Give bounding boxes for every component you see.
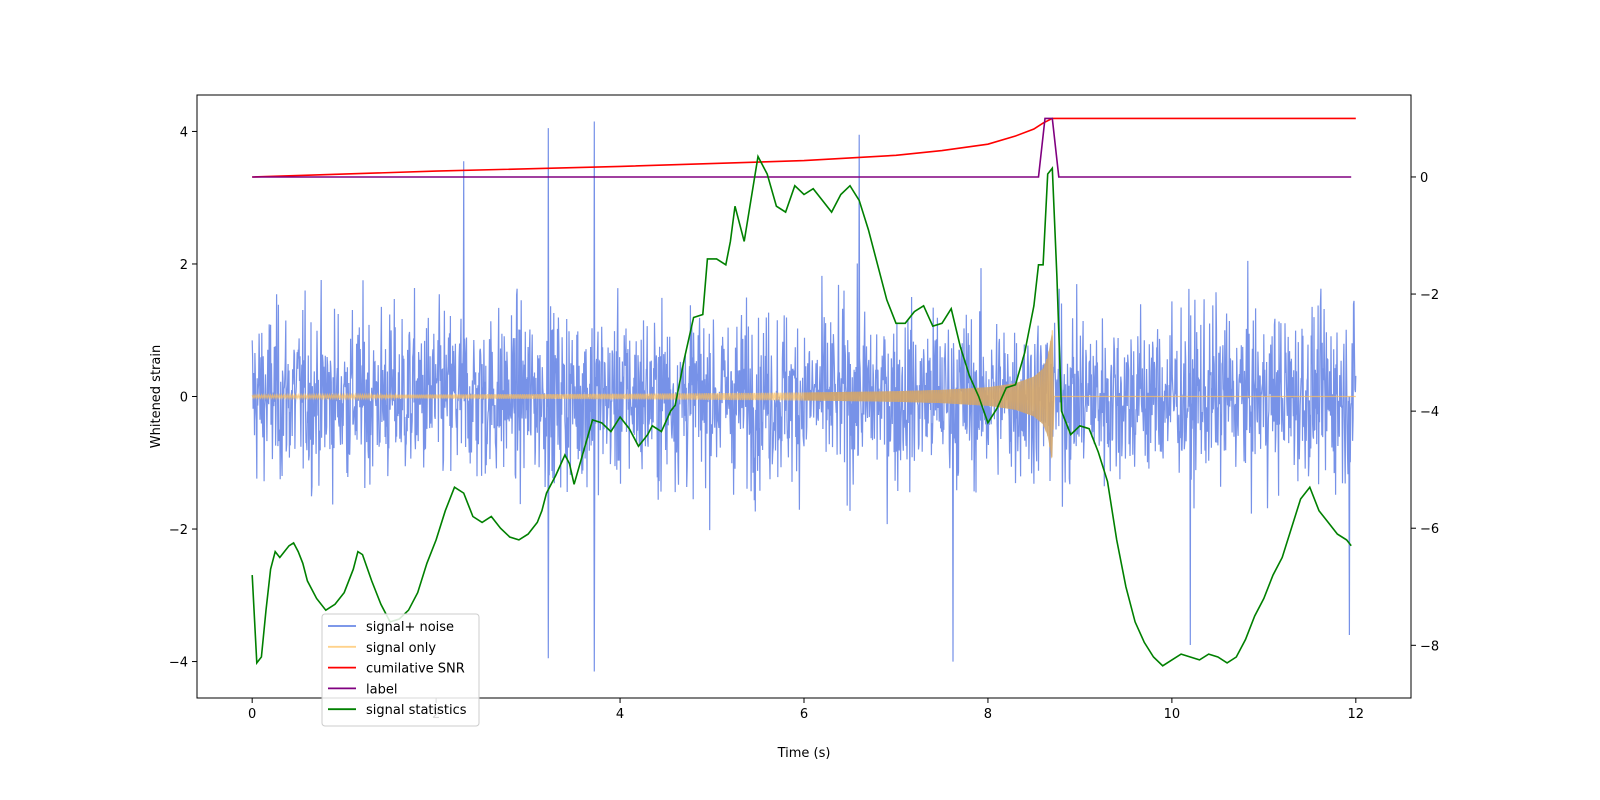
legend-label-signal-statistics: signal statistics [366,703,467,718]
y-right-tick-label: −6 [1420,522,1439,537]
x-tick-label: 12 [1348,707,1365,722]
legend-label-signal-only: signal only [366,641,436,656]
series-signal-noise-line [251,121,1357,672]
legend-label-signal-noise: signal+ noise [366,620,454,635]
x-tick-label: 6 [800,707,808,722]
y-tick-label: 4 [180,125,188,140]
x-axis-title: Time (s) [777,746,831,761]
x-tick-label: 10 [1164,707,1181,722]
x-tick-label: 4 [616,707,624,722]
y-tick-label: −2 [169,523,188,538]
x-tick-label: 8 [984,707,992,722]
y-right-tick-label: −2 [1420,288,1439,303]
y-right-tick-label: −4 [1420,405,1439,420]
y-right-tick-label: −8 [1420,639,1439,654]
y-axis-title: Whitened strain [149,345,164,448]
legend: signal+ noise signal only cumilative SNR la… [321,613,480,727]
y-tick-label: 2 [180,258,188,273]
series-label-line [252,117,1352,178]
series-signal-only-envelope [804,334,1055,459]
y-tick-label: −4 [169,656,188,671]
plot-area [251,117,1357,672]
legend-label-cumilative-snr: cumilative SNR [366,662,465,677]
legend-box [321,613,480,727]
x-tick-label: 0 [248,707,256,722]
y-right-tick-label: 0 [1420,171,1428,186]
y-tick-label: 0 [180,391,188,406]
legend-label-label: label [366,682,397,697]
